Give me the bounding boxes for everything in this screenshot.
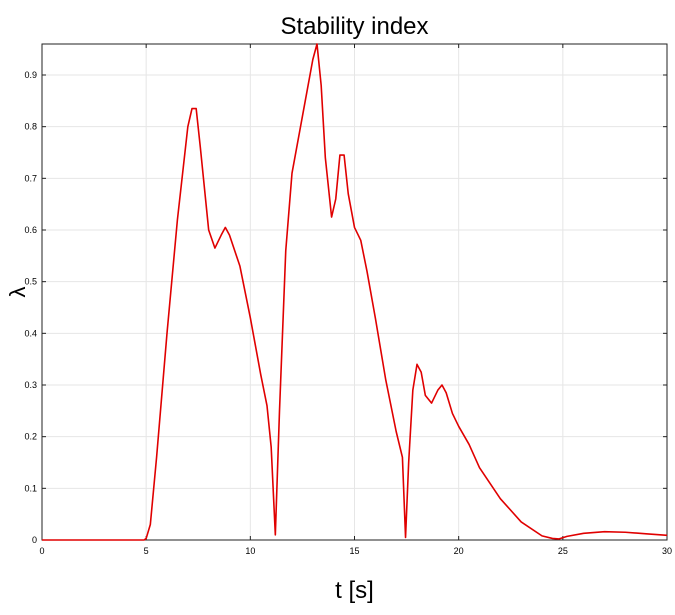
- y-tick-label-7: 0.7: [24, 173, 37, 183]
- x-tick-label-0: 0: [39, 546, 44, 556]
- axis-ticks: 0 5 10 15 20 25 30 0 0.1 0.2 0.3 0.4 0.5 0.6 0.7 0.8 0.9: [24, 44, 672, 556]
- x-tick-label-3: 15: [349, 546, 359, 556]
- x-tick-label-6: 30: [662, 546, 672, 556]
- y-tick-label-2: 0.2: [24, 432, 37, 442]
- y-tick-label-9: 0.9: [24, 70, 37, 80]
- x-tick-label-5: 25: [558, 546, 568, 556]
- y-axis-label: λ: [5, 287, 30, 298]
- y-tick-label-8: 0.8: [24, 122, 37, 132]
- x-axis-label: t [s]: [335, 577, 374, 604]
- series-layer: [42, 43, 668, 541]
- y-tick-label-3: 0.3: [24, 380, 37, 390]
- y-tick-label-6: 0.6: [24, 225, 37, 235]
- x-tick-label-2: 10: [245, 546, 255, 556]
- y-tick-label-4: 0.4: [24, 328, 37, 338]
- y-tick-label-5: 0.5: [24, 277, 37, 287]
- y-tick-label-1: 0.1: [24, 483, 37, 493]
- x-tick-label-4: 20: [454, 546, 464, 556]
- grid: [41, 44, 668, 541]
- y-tick-label-0: 0: [32, 535, 37, 545]
- series-line-0: [42, 43, 668, 541]
- x-tick-label-1: 5: [144, 546, 149, 556]
- chart-title: Stability index: [280, 13, 428, 40]
